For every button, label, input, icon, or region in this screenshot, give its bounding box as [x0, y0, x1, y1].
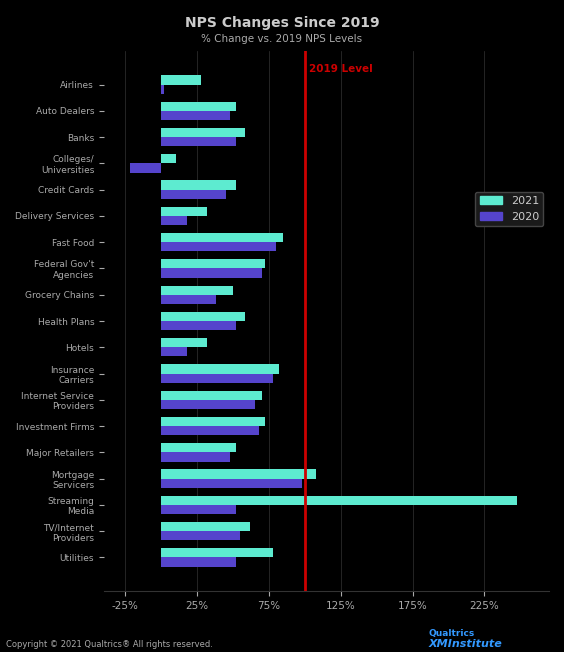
Bar — [130, 164, 161, 173]
Bar — [161, 259, 265, 269]
Bar — [161, 312, 245, 321]
Bar — [161, 391, 262, 400]
Bar — [161, 522, 250, 531]
Text: NPS Changes Since 2019: NPS Changes Since 2019 — [184, 16, 380, 30]
Bar — [161, 338, 207, 348]
Text: Copyright © 2021 Qualtrics® All rights reserved.: Copyright © 2021 Qualtrics® All rights r… — [6, 640, 213, 649]
Text: % Change vs. 2019 NPS Levels: % Change vs. 2019 NPS Levels — [201, 34, 363, 44]
Bar — [161, 452, 230, 462]
Bar — [161, 469, 316, 479]
Bar — [161, 479, 302, 488]
Bar — [161, 531, 240, 541]
Bar — [161, 111, 230, 120]
Bar — [161, 548, 274, 557]
Bar — [161, 216, 187, 225]
Bar — [161, 557, 236, 567]
Text: XMInstitute: XMInstitute — [429, 639, 503, 649]
Bar — [161, 417, 265, 426]
Bar — [161, 155, 175, 164]
Bar — [161, 243, 276, 252]
Text: Qualtrics: Qualtrics — [429, 629, 475, 638]
Bar — [161, 233, 283, 243]
Bar — [161, 207, 207, 216]
Bar — [161, 364, 279, 374]
Bar — [161, 286, 233, 295]
Bar — [161, 137, 236, 146]
Bar — [161, 85, 164, 94]
Bar — [161, 128, 245, 137]
Bar — [161, 190, 226, 199]
Bar — [161, 321, 236, 330]
Bar — [161, 505, 236, 514]
Bar — [161, 348, 187, 357]
Bar — [161, 400, 254, 409]
Bar — [161, 295, 216, 304]
Bar — [161, 496, 517, 505]
Bar — [161, 181, 236, 190]
Bar — [161, 269, 262, 278]
Bar — [161, 76, 201, 85]
Bar — [161, 426, 259, 436]
Bar — [161, 102, 236, 111]
Legend: 2021, 2020: 2021, 2020 — [475, 192, 544, 226]
Bar — [161, 443, 236, 452]
Text: 2019 Level: 2019 Level — [309, 64, 373, 74]
Bar — [161, 374, 274, 383]
